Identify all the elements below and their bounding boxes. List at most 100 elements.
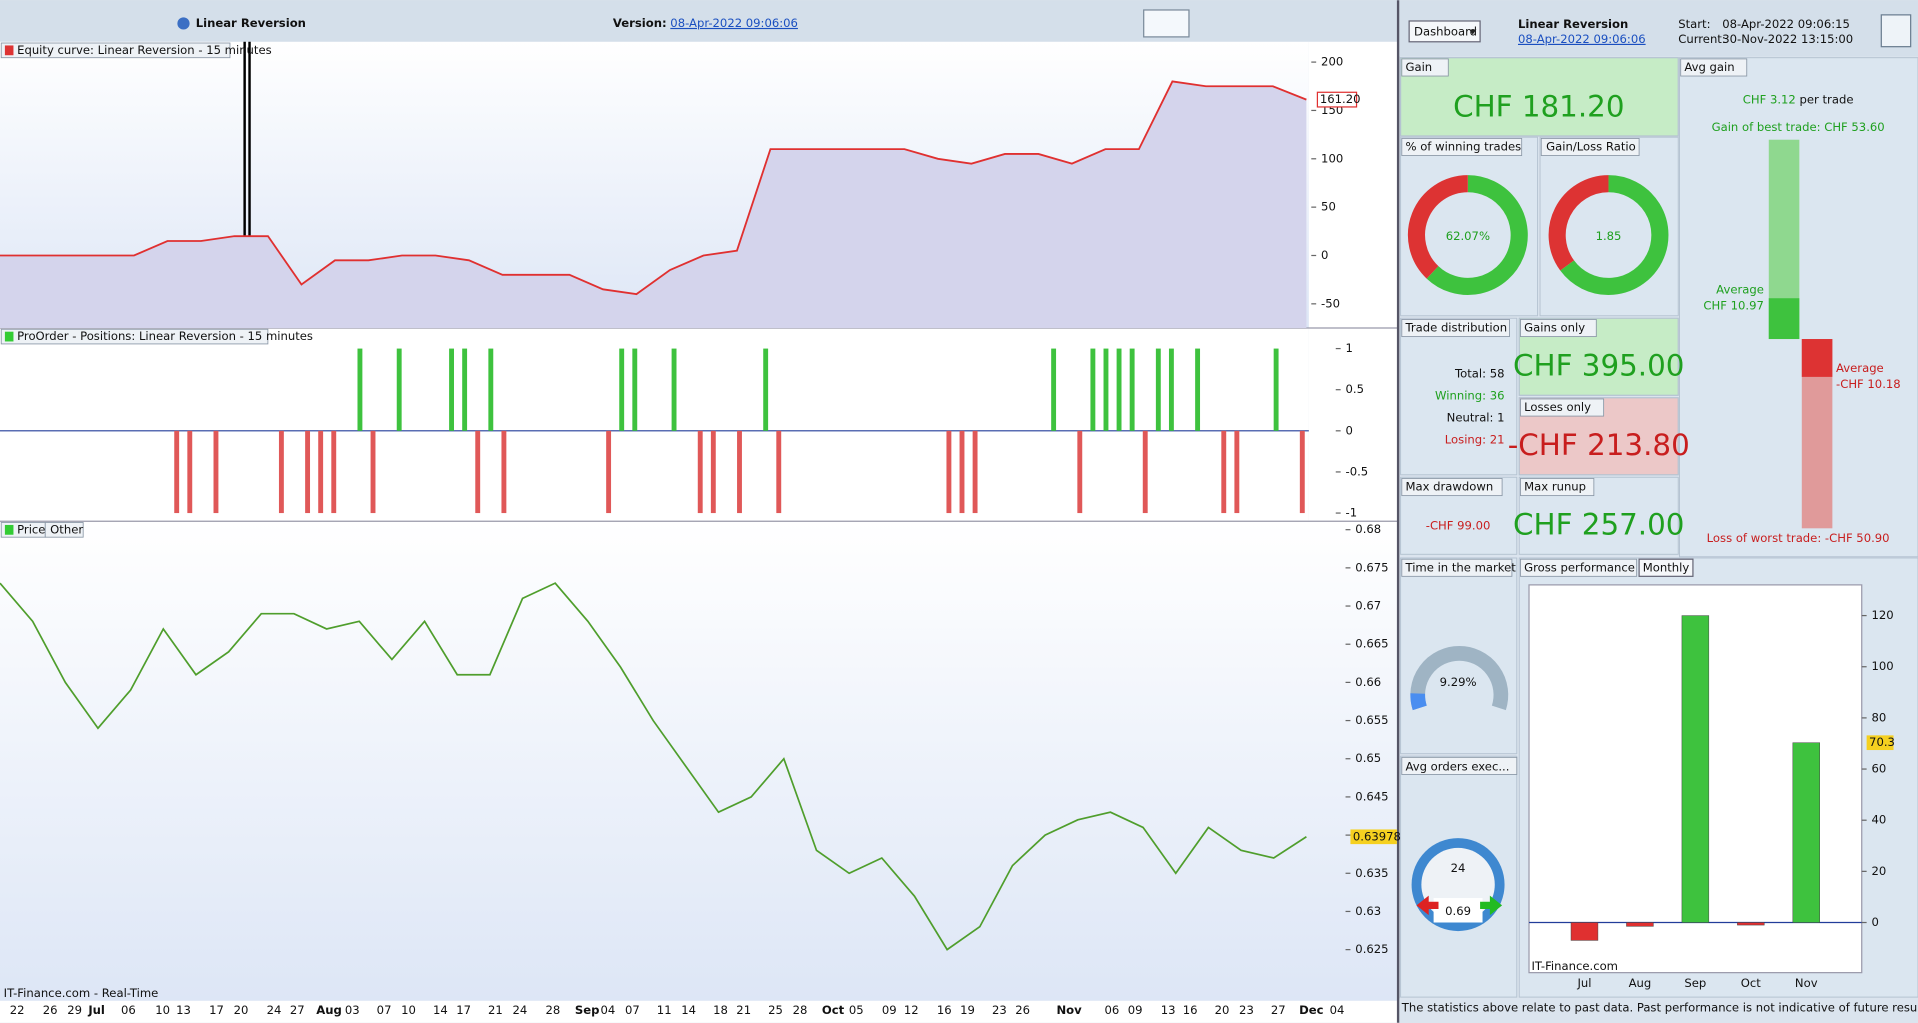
x-tick-label: 20 xyxy=(1215,1003,1230,1017)
x-tick-label: 19 xyxy=(960,1003,975,1017)
cell-title xyxy=(1520,478,1595,497)
version-link[interactable]: 08-Apr-2022 09:06:06 xyxy=(670,16,798,30)
bar xyxy=(1792,742,1820,923)
x-tick-label: 22 xyxy=(10,1003,25,1017)
export-icon[interactable] xyxy=(1880,14,1912,48)
position-bar xyxy=(278,430,284,514)
ratio-loss-arc xyxy=(1548,175,1609,271)
x-tick-label: Oct xyxy=(1741,976,1762,990)
price-tab[interactable]: Price xyxy=(17,522,45,536)
y-tick-label: 0.66 xyxy=(1355,675,1381,689)
y-tick-label: 0.68 xyxy=(1355,522,1381,536)
row-label: Winning: xyxy=(1435,388,1486,402)
cell-title xyxy=(1520,319,1597,338)
gauge-value xyxy=(1410,693,1427,711)
y-tick-label: 100 xyxy=(1321,151,1343,165)
time-value: 9.29% xyxy=(1440,675,1477,689)
version-label: Version: xyxy=(613,16,667,30)
x-tick-label: 21 xyxy=(488,1003,503,1017)
x-tick-label: 26 xyxy=(1015,1003,1030,1017)
position-bar xyxy=(318,430,324,514)
row-value: 1 xyxy=(1497,410,1504,424)
equity-area xyxy=(0,81,1307,329)
x-tick-label: Nov xyxy=(1056,1003,1082,1017)
period-label[interactable]: Monthly xyxy=(1643,560,1690,574)
value-box xyxy=(1866,735,1894,751)
dashboard-menu-label[interactable]: Dashboard xyxy=(1414,24,1477,38)
gain-label: Gain xyxy=(1405,60,1432,74)
x-tick-label: 14 xyxy=(681,1003,696,1017)
bar xyxy=(1570,922,1599,941)
x-tick-label: 24 xyxy=(267,1003,282,1017)
x-tick-label: Sep xyxy=(575,1003,600,1017)
position-bar xyxy=(959,430,965,514)
position-bar xyxy=(462,348,468,431)
dashboard-menu[interactable] xyxy=(1408,20,1481,43)
worst-trade: Loss of worst trade: -CHF 50.90 xyxy=(1707,531,1890,545)
y-tick-label: 80 xyxy=(1872,710,1887,724)
distribution-label: Trade distribution xyxy=(1404,321,1507,335)
gains-label: Gains only xyxy=(1524,321,1585,335)
position-bar xyxy=(213,430,219,514)
position-bar xyxy=(946,430,952,514)
pane-legend xyxy=(0,328,269,345)
x-tick-label: Sep xyxy=(1684,976,1706,990)
x-tick-label: 05 xyxy=(849,1003,864,1017)
y-tick-label: 0.63 xyxy=(1355,904,1381,918)
price-plot xyxy=(0,521,1399,1001)
equity-title: Equity curve: Linear Reversion - 15 minu… xyxy=(17,43,272,57)
avg-loss-value: -CHF 10.18 xyxy=(1836,377,1901,391)
axis-area xyxy=(1308,41,1399,522)
position-bar xyxy=(710,430,716,514)
avg-gain-amount: CHF 3.12 xyxy=(1743,92,1796,106)
gross-source: IT-Finance.com xyxy=(1531,959,1618,973)
losses-label: Losses only xyxy=(1524,400,1591,414)
x-tick-label: 28 xyxy=(546,1003,561,1017)
period-menu[interactable] xyxy=(1638,558,1694,577)
pane-legend[interactable] xyxy=(44,522,84,538)
dashboard-header xyxy=(1399,0,1918,57)
position-bar xyxy=(619,348,625,431)
winning-label: % of winning trades xyxy=(1405,139,1521,153)
x-tick-label: 07 xyxy=(377,1003,392,1017)
other-tab[interactable]: Other xyxy=(50,522,83,536)
y-tick-label: 200 xyxy=(1321,55,1343,69)
dash-strategy: Linear Reversion xyxy=(1518,17,1628,31)
best-trade: Gain of best trade: CHF 53.60 xyxy=(1712,120,1885,134)
x-tick-label: 10 xyxy=(155,1003,170,1017)
distribution-row: Total: 58 xyxy=(1454,366,1505,380)
position-bar xyxy=(370,430,376,514)
position-bar xyxy=(305,430,311,514)
x-tick-label: Aug xyxy=(1629,976,1652,990)
position-bar xyxy=(1090,348,1096,431)
report-button[interactable] xyxy=(1143,9,1190,38)
gain-value: CHF 181.20 xyxy=(1453,89,1624,123)
dash-version[interactable]: 08-Apr-2022 09:06:06 xyxy=(1518,32,1646,46)
strategy-icon xyxy=(177,17,190,30)
row-label: Total: xyxy=(1454,366,1486,380)
runup-label: Max runup xyxy=(1524,480,1586,494)
drawdown-value: -CHF 99.00 xyxy=(1426,519,1491,533)
position-bar xyxy=(1234,430,1240,514)
position-bar xyxy=(1155,348,1161,431)
x-tick-label: Jul xyxy=(87,1003,105,1017)
x-tick-label: 27 xyxy=(1271,1003,1286,1017)
y-tick-label: 0 xyxy=(1872,915,1879,929)
x-tick-label: 25 xyxy=(768,1003,783,1017)
ratio-label: Gain/Loss Ratio xyxy=(1546,139,1636,153)
x-tick-label: 06 xyxy=(121,1003,136,1017)
y-tick-label: 0 xyxy=(1321,248,1328,262)
y-tick-label: 20 xyxy=(1872,864,1887,878)
x-tick-label: 28 xyxy=(793,1003,808,1017)
row-value: 36 xyxy=(1490,388,1505,402)
position-bar xyxy=(357,348,363,431)
cell-title xyxy=(1520,558,1638,577)
y-tick-label: -50 xyxy=(1321,296,1340,310)
arrow-icon xyxy=(1480,895,1503,916)
x-tick-label: 16 xyxy=(1183,1003,1198,1017)
gauge-track xyxy=(1410,646,1509,711)
legend-swatch xyxy=(4,45,14,56)
position-bar xyxy=(501,430,507,514)
position-bar xyxy=(671,348,677,431)
x-tick-label: 03 xyxy=(345,1003,360,1017)
